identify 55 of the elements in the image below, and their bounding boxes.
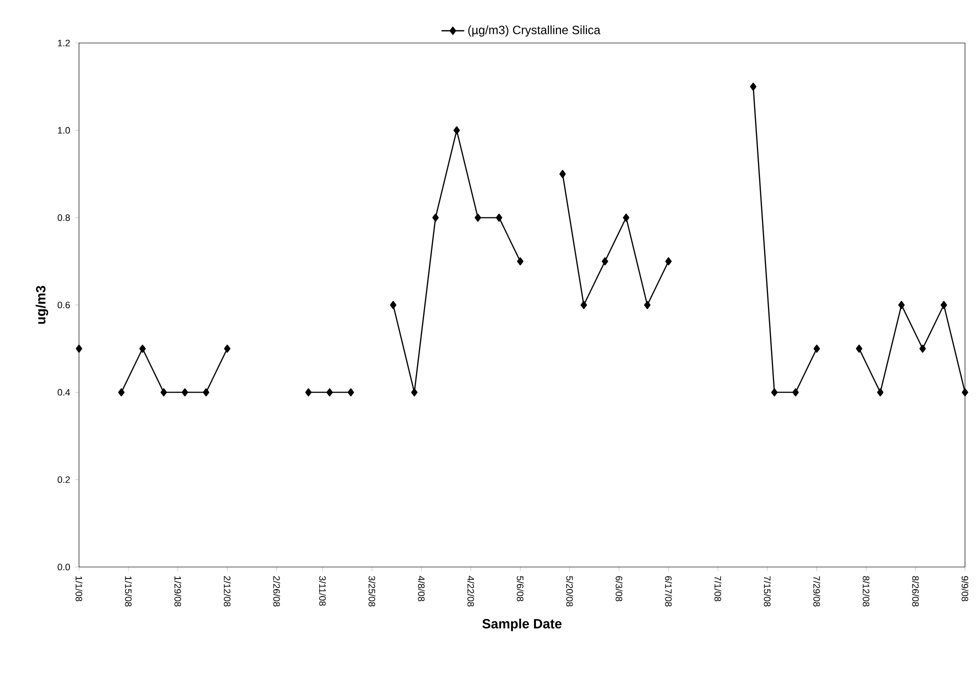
- point: [940, 300, 948, 310]
- point: [792, 388, 799, 396]
- x-tick-label: 7/1/08: [714, 576, 722, 602]
- y-tick-label: 0.2: [58, 476, 70, 483]
- y-tick-label: 1.2: [58, 40, 70, 46]
- point: [919, 344, 926, 353]
- x-tick-label: 5/6/08: [516, 576, 524, 602]
- x-tick-label: 5/20/08: [566, 576, 574, 606]
- point: [644, 300, 651, 310]
- point: [602, 257, 608, 266]
- x-tick-label: 4/8/08: [418, 576, 425, 602]
- x-tick-label: 3/11/08: [319, 576, 326, 606]
- x-tick-label: 6/3/08: [616, 576, 622, 602]
- x-tick-label: 7/29/08: [813, 576, 820, 606]
- point: [517, 257, 524, 266]
- point: [411, 388, 418, 396]
- point: [454, 126, 460, 134]
- x-axis-title: Sample Date: [482, 618, 562, 632]
- x-tick-label: 8/26/08: [912, 576, 920, 606]
- y-tick-label: 1.0: [58, 127, 70, 134]
- y-tick-label: 0.0: [58, 564, 70, 570]
- x-tick-label: 4/22/08: [467, 576, 474, 606]
- point: [877, 388, 884, 396]
- point: [814, 344, 820, 353]
- legend-label: (µg/m3) Crystalline Silica: [468, 25, 600, 37]
- point: [305, 388, 312, 396]
- point: [771, 388, 778, 396]
- point: [856, 344, 862, 353]
- point: [326, 388, 333, 396]
- point: [750, 82, 756, 91]
- x-tick-label: 2/12/08: [224, 576, 231, 606]
- x-tick-label: 7/15/08: [764, 576, 771, 606]
- y-tick-label: 0.8: [58, 214, 70, 221]
- point: [962, 388, 968, 396]
- x-tick-label: 1/1/08: [76, 576, 82, 602]
- x-tick-label: 3/25/08: [368, 576, 376, 606]
- point: [665, 257, 672, 266]
- x-tick-label: 1/29/08: [174, 576, 182, 606]
- point: [580, 300, 587, 310]
- x-tick-label: 2/26/08: [273, 576, 280, 606]
- y-tick-label: 0.6: [58, 302, 70, 308]
- point: [496, 214, 502, 222]
- y-tick-label: 0.4: [58, 389, 70, 396]
- x-tick-label: 1/15/08: [125, 576, 132, 606]
- y-axis-title: ug/m3: [36, 286, 48, 324]
- point: [348, 388, 354, 396]
- x-tick-label: 6/17/08: [665, 576, 672, 606]
- point: [474, 214, 482, 222]
- x-tick-label: 9/9/08: [962, 576, 968, 602]
- point: [432, 214, 439, 222]
- point: [559, 170, 566, 178]
- x-tick-label: 8/12/08: [862, 576, 870, 606]
- point: [898, 300, 905, 310]
- point: [622, 214, 630, 222]
- point: [390, 300, 396, 310]
